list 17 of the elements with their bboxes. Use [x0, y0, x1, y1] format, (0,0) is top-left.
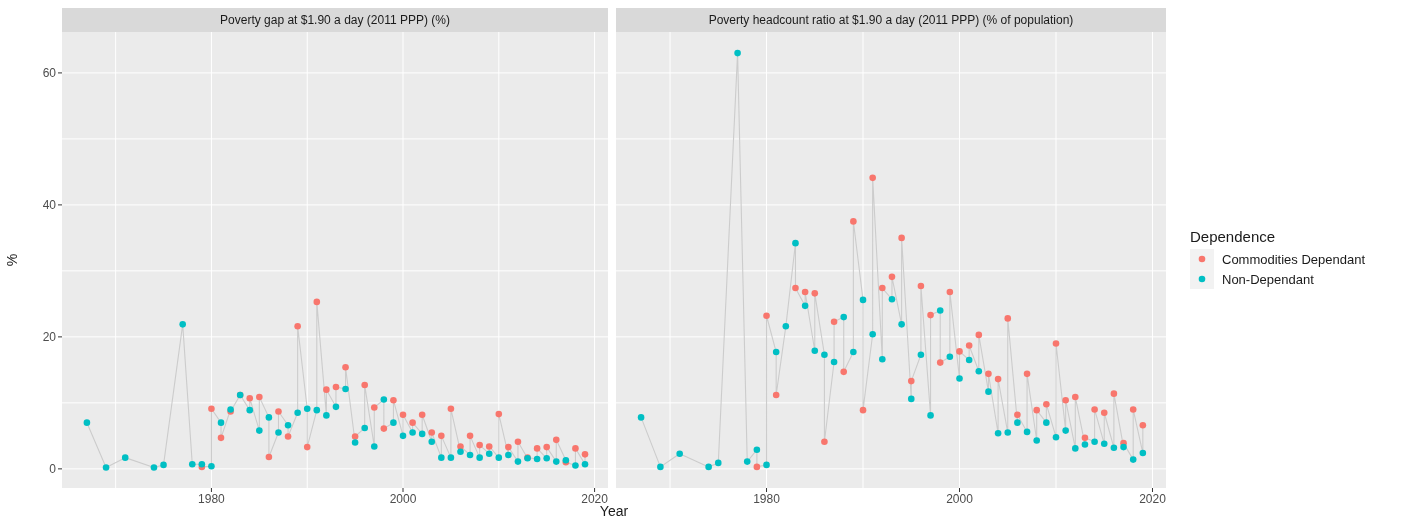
legend-title: Dependence [1190, 228, 1277, 245]
y-tick-label: 40 [42, 198, 57, 213]
chart-title: Poverty gap at $1.90 a day (2011 PPP) (%) [220, 13, 450, 27]
legend-label: Non-Dependant [1222, 271, 1314, 287]
y-tick-label: 20 [42, 330, 57, 345]
chart-title: Poverty headcount ratio at $1.90 a day (2011 PPP) (% of population) [708, 13, 1074, 27]
legend-label: Commodities Dependant [1222, 251, 1366, 267]
y-tick-label: 60 [42, 66, 57, 81]
x-tick-label: 2000 [389, 491, 417, 506]
x-tick-label: 1980 [198, 491, 226, 506]
y-axis-title: % [4, 252, 21, 269]
x-tick-label: 2020 [581, 491, 609, 506]
x-axis-title: Year [598, 503, 630, 519]
x-tick-label: 1980 [753, 491, 781, 506]
x-tick-label: 2020 [1139, 491, 1167, 506]
x-tick-label: 2000 [946, 491, 974, 506]
y-tick-label: 0 [49, 462, 57, 477]
